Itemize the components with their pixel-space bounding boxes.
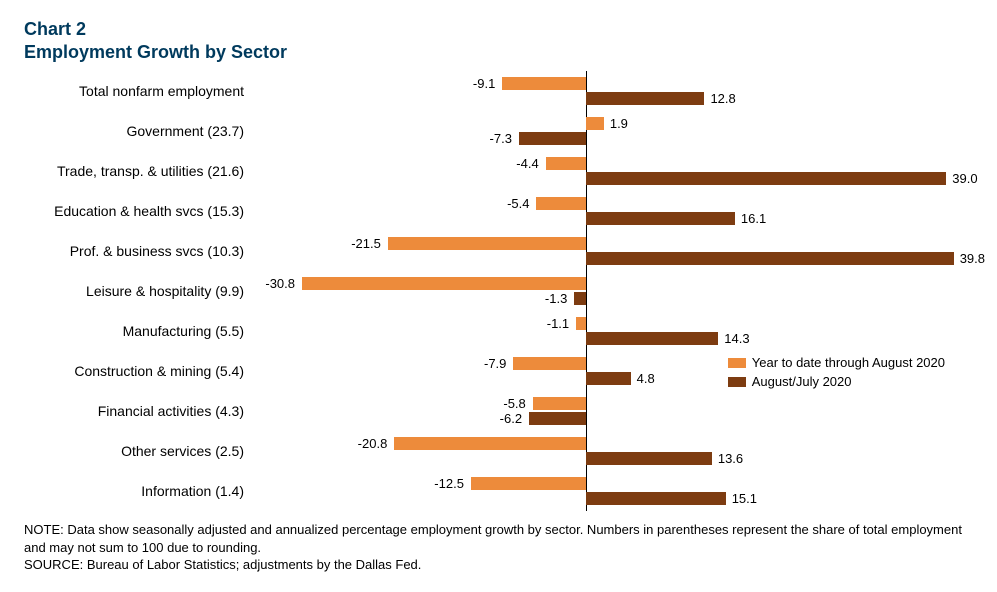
plot-area: -12.5 15.1 (254, 471, 973, 511)
value-label: 13.6 (718, 451, 743, 466)
plot-area: -4.439.0 (254, 151, 973, 191)
value-label: -1.1 (547, 316, 569, 331)
category-label: Prof. & business svcs (10.3) (24, 243, 254, 259)
bar (586, 372, 630, 385)
bar (586, 492, 725, 505)
category-label: Financial activities (4.3) (24, 403, 254, 419)
zero-axis (586, 351, 587, 391)
zero-axis (586, 391, 587, 431)
title-line-2: Employment Growth by Sector (24, 41, 973, 64)
category-label: Government (23.7) (24, 123, 254, 139)
chart-row: Education & health svcs (15.3) -5.4 16.1 (24, 191, 973, 231)
category-label: Manufacturing (5.5) (24, 323, 254, 339)
value-label: -21.5 (351, 236, 381, 251)
category-label: Other services (2.5) (24, 443, 254, 459)
bar (586, 117, 604, 130)
bar (586, 92, 704, 105)
value-label: -20.8 (358, 436, 388, 451)
title-line-1: Chart 2 (24, 18, 973, 41)
zero-axis (586, 431, 587, 471)
bar (519, 132, 586, 145)
zero-axis (586, 311, 587, 351)
bar (536, 197, 586, 210)
bar (574, 292, 586, 305)
bar (388, 237, 586, 250)
bar (529, 412, 586, 425)
value-label: 39.8 (960, 251, 985, 266)
value-label: -30.8 (265, 276, 295, 291)
legend-item: Year to date through August 2020 (728, 355, 945, 370)
zero-axis (586, 231, 587, 271)
bar (302, 277, 586, 290)
bar (502, 77, 586, 90)
bar (586, 252, 953, 265)
category-label: Total nonfarm employment (24, 83, 254, 99)
zero-axis (586, 191, 587, 231)
plot-area: -21.539.8 (254, 231, 973, 271)
zero-axis (586, 71, 587, 111)
plot-area: 1.9 -7.3 (254, 111, 973, 151)
legend-label: Year to date through August 2020 (752, 355, 945, 370)
plot-area: -20.8 13.6 (254, 431, 973, 471)
value-label: -12.5 (434, 476, 464, 491)
value-label: -4.4 (516, 156, 538, 171)
category-label: Trade, transp. & utilities (21.6) (24, 163, 254, 179)
bar (586, 332, 718, 345)
plot-area: -1.1 14.3 (254, 311, 973, 351)
zero-axis (586, 471, 587, 511)
chart-row: Information (1.4) -12.5 15.1 (24, 471, 973, 511)
note-line-1: NOTE: Data show seasonally adjusted and … (24, 521, 973, 556)
plot-area: -9.1 12.8 (254, 71, 973, 111)
category-label: Education & health svcs (15.3) (24, 203, 254, 219)
value-label: -5.4 (507, 196, 529, 211)
zero-axis (586, 151, 587, 191)
legend-swatch (728, 358, 746, 368)
legend: Year to date through August 2020 August/J… (728, 355, 945, 393)
value-label: 14.3 (724, 331, 749, 346)
chart-row: Manufacturing (5.5) -1.1 14.3 (24, 311, 973, 351)
chart-row: Total nonfarm employment -9.1 12.8 (24, 71, 973, 111)
value-label: 15.1 (732, 491, 757, 506)
value-label: 1.9 (610, 116, 628, 131)
bar (586, 212, 735, 225)
bar (586, 452, 712, 465)
plot-area: -30.8 -1.3 (254, 271, 973, 311)
chart-row: Leisure & hospitality (9.9) -30.8 -1.3 (24, 271, 973, 311)
chart-title: Chart 2 Employment Growth by Sector (24, 18, 973, 63)
legend-swatch (728, 377, 746, 387)
plot-area: -5.8-6.2 (254, 391, 973, 431)
category-label: Information (1.4) (24, 483, 254, 499)
value-label: 12.8 (710, 91, 735, 106)
value-label: 39.0 (952, 171, 977, 186)
chart-note: NOTE: Data show seasonally adjusted and … (24, 521, 973, 574)
bar (576, 317, 586, 330)
value-label: -7.3 (490, 131, 512, 146)
category-label: Construction & mining (5.4) (24, 363, 254, 379)
bar (513, 357, 586, 370)
bar (471, 477, 586, 490)
bar (533, 397, 587, 410)
bar-chart: Total nonfarm employment -9.1 12.8 Governme… (24, 71, 973, 511)
legend-item: August/July 2020 (728, 374, 945, 389)
bar (586, 172, 946, 185)
value-label: -6.2 (500, 411, 522, 426)
bar (546, 157, 587, 170)
zero-axis (586, 271, 587, 311)
chart-row: Government (23.7) 1.9 -7.3 (24, 111, 973, 151)
value-label: -5.8 (503, 396, 525, 411)
category-label: Leisure & hospitality (9.9) (24, 283, 254, 299)
value-label: -9.1 (473, 76, 495, 91)
chart-row: Other services (2.5) -20.8 13.6 (24, 431, 973, 471)
value-label: -1.3 (545, 291, 567, 306)
value-label: 4.8 (637, 371, 655, 386)
chart-row: Prof. & business svcs (10.3)-21.539.8 (24, 231, 973, 271)
chart-row: Financial activities (4.3)-5.8-6.2 (24, 391, 973, 431)
bar (394, 437, 586, 450)
value-label: -7.9 (484, 356, 506, 371)
legend-label: August/July 2020 (752, 374, 852, 389)
plot-area: -5.4 16.1 (254, 191, 973, 231)
value-label: 16.1 (741, 211, 766, 226)
chart-row: Trade, transp. & utilities (21.6)-4.439.… (24, 151, 973, 191)
